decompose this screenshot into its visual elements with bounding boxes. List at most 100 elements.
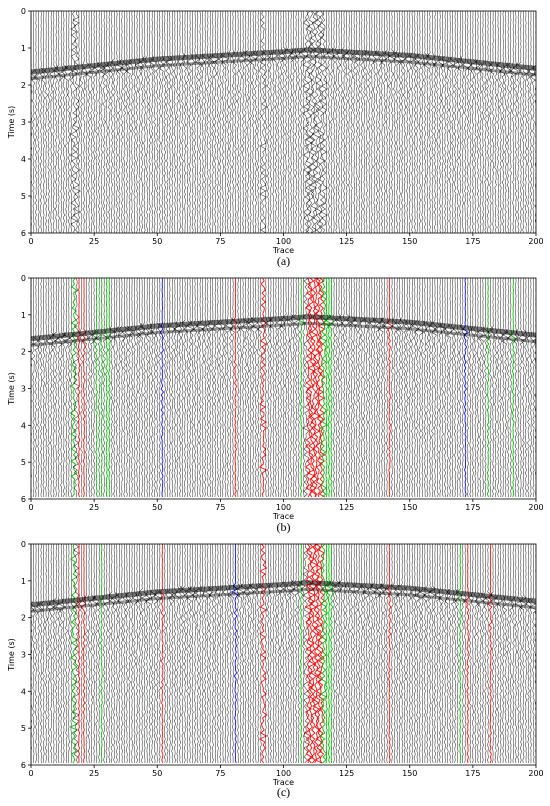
trace bbox=[326, 11, 331, 233]
y-tick-label: 5 bbox=[21, 724, 26, 733]
trace bbox=[39, 544, 44, 764]
trace bbox=[129, 278, 136, 498]
trace-green bbox=[69, 278, 78, 498]
trace bbox=[46, 544, 51, 764]
trace bbox=[222, 544, 228, 764]
trace bbox=[476, 544, 481, 764]
trace bbox=[302, 11, 311, 233]
trace bbox=[125, 11, 129, 233]
trace bbox=[374, 544, 382, 764]
trace bbox=[33, 11, 38, 233]
trace bbox=[181, 278, 188, 498]
trace-red bbox=[309, 544, 319, 764]
trace bbox=[186, 278, 194, 498]
trace bbox=[58, 11, 65, 233]
trace bbox=[150, 11, 157, 233]
trace bbox=[162, 278, 167, 498]
trace bbox=[380, 11, 388, 233]
trace bbox=[33, 278, 40, 498]
trace bbox=[214, 11, 220, 233]
trace bbox=[107, 544, 111, 764]
y-tick-label: 6 bbox=[21, 229, 26, 238]
x-tick-label: 100 bbox=[276, 769, 291, 778]
trace bbox=[296, 544, 301, 764]
trace bbox=[157, 11, 166, 233]
trace bbox=[150, 278, 154, 498]
trace bbox=[505, 278, 512, 498]
trace bbox=[173, 278, 181, 498]
trace bbox=[490, 278, 495, 498]
trace bbox=[31, 544, 35, 764]
trace bbox=[400, 544, 404, 764]
trace bbox=[109, 11, 114, 233]
trace bbox=[438, 278, 443, 498]
trace bbox=[133, 11, 137, 233]
trace bbox=[391, 278, 398, 498]
trace bbox=[259, 11, 265, 233]
trace bbox=[524, 278, 528, 498]
trace bbox=[516, 11, 522, 233]
trace bbox=[51, 11, 57, 233]
trace bbox=[61, 544, 66, 764]
trace bbox=[378, 278, 384, 498]
trace bbox=[92, 544, 100, 764]
x-tick-label: 150 bbox=[402, 503, 417, 512]
trace bbox=[496, 544, 500, 764]
trace bbox=[391, 544, 399, 764]
trace bbox=[37, 278, 41, 498]
trace bbox=[527, 544, 533, 764]
trace bbox=[302, 278, 310, 498]
trace bbox=[488, 11, 493, 233]
trace bbox=[443, 278, 450, 498]
trace bbox=[529, 278, 534, 498]
trace bbox=[476, 278, 480, 498]
trace bbox=[81, 11, 89, 233]
trace bbox=[40, 544, 46, 764]
trace bbox=[361, 544, 366, 764]
trace bbox=[218, 11, 224, 233]
trace bbox=[115, 278, 121, 498]
trace bbox=[50, 278, 56, 498]
trace bbox=[475, 11, 481, 233]
trace bbox=[299, 544, 306, 764]
trace bbox=[112, 278, 116, 498]
trace bbox=[116, 11, 124, 233]
trace bbox=[125, 11, 133, 233]
trace bbox=[529, 544, 536, 764]
trace bbox=[111, 544, 119, 764]
trace bbox=[110, 11, 116, 233]
trace bbox=[450, 278, 455, 498]
trace bbox=[440, 278, 447, 498]
x-tick-label: 0 bbox=[28, 503, 33, 512]
trace bbox=[320, 11, 328, 233]
x-tick-label: 75 bbox=[215, 769, 225, 778]
trace bbox=[395, 278, 400, 498]
trace bbox=[450, 544, 457, 764]
trace bbox=[287, 278, 291, 498]
trace bbox=[409, 11, 417, 233]
trace-red bbox=[80, 544, 87, 764]
x-tick-label: 25 bbox=[89, 769, 99, 778]
trace bbox=[175, 11, 180, 233]
trace bbox=[341, 278, 346, 498]
trace bbox=[471, 278, 475, 498]
x-axis-label: Trace bbox=[272, 512, 294, 521]
y-tick-label: 0 bbox=[21, 540, 26, 549]
trace bbox=[383, 278, 389, 498]
y-tick-label: 2 bbox=[21, 348, 26, 357]
trace bbox=[92, 11, 98, 233]
trace-green bbox=[328, 278, 334, 498]
trace bbox=[245, 544, 251, 764]
trace bbox=[352, 544, 357, 764]
trace bbox=[44, 278, 48, 498]
trace bbox=[91, 278, 98, 498]
trace bbox=[412, 11, 417, 233]
trace-red bbox=[259, 278, 268, 498]
trace bbox=[195, 11, 202, 233]
trace bbox=[122, 544, 128, 764]
trace bbox=[31, 11, 37, 233]
trace bbox=[346, 11, 352, 233]
trace bbox=[103, 544, 111, 764]
trace bbox=[181, 544, 190, 764]
chart-panel-b: 0 25 50 75 100 125 150 175 200 0 1 2 3 4 5 6 Trace Time (… bbox=[7, 274, 544, 534]
